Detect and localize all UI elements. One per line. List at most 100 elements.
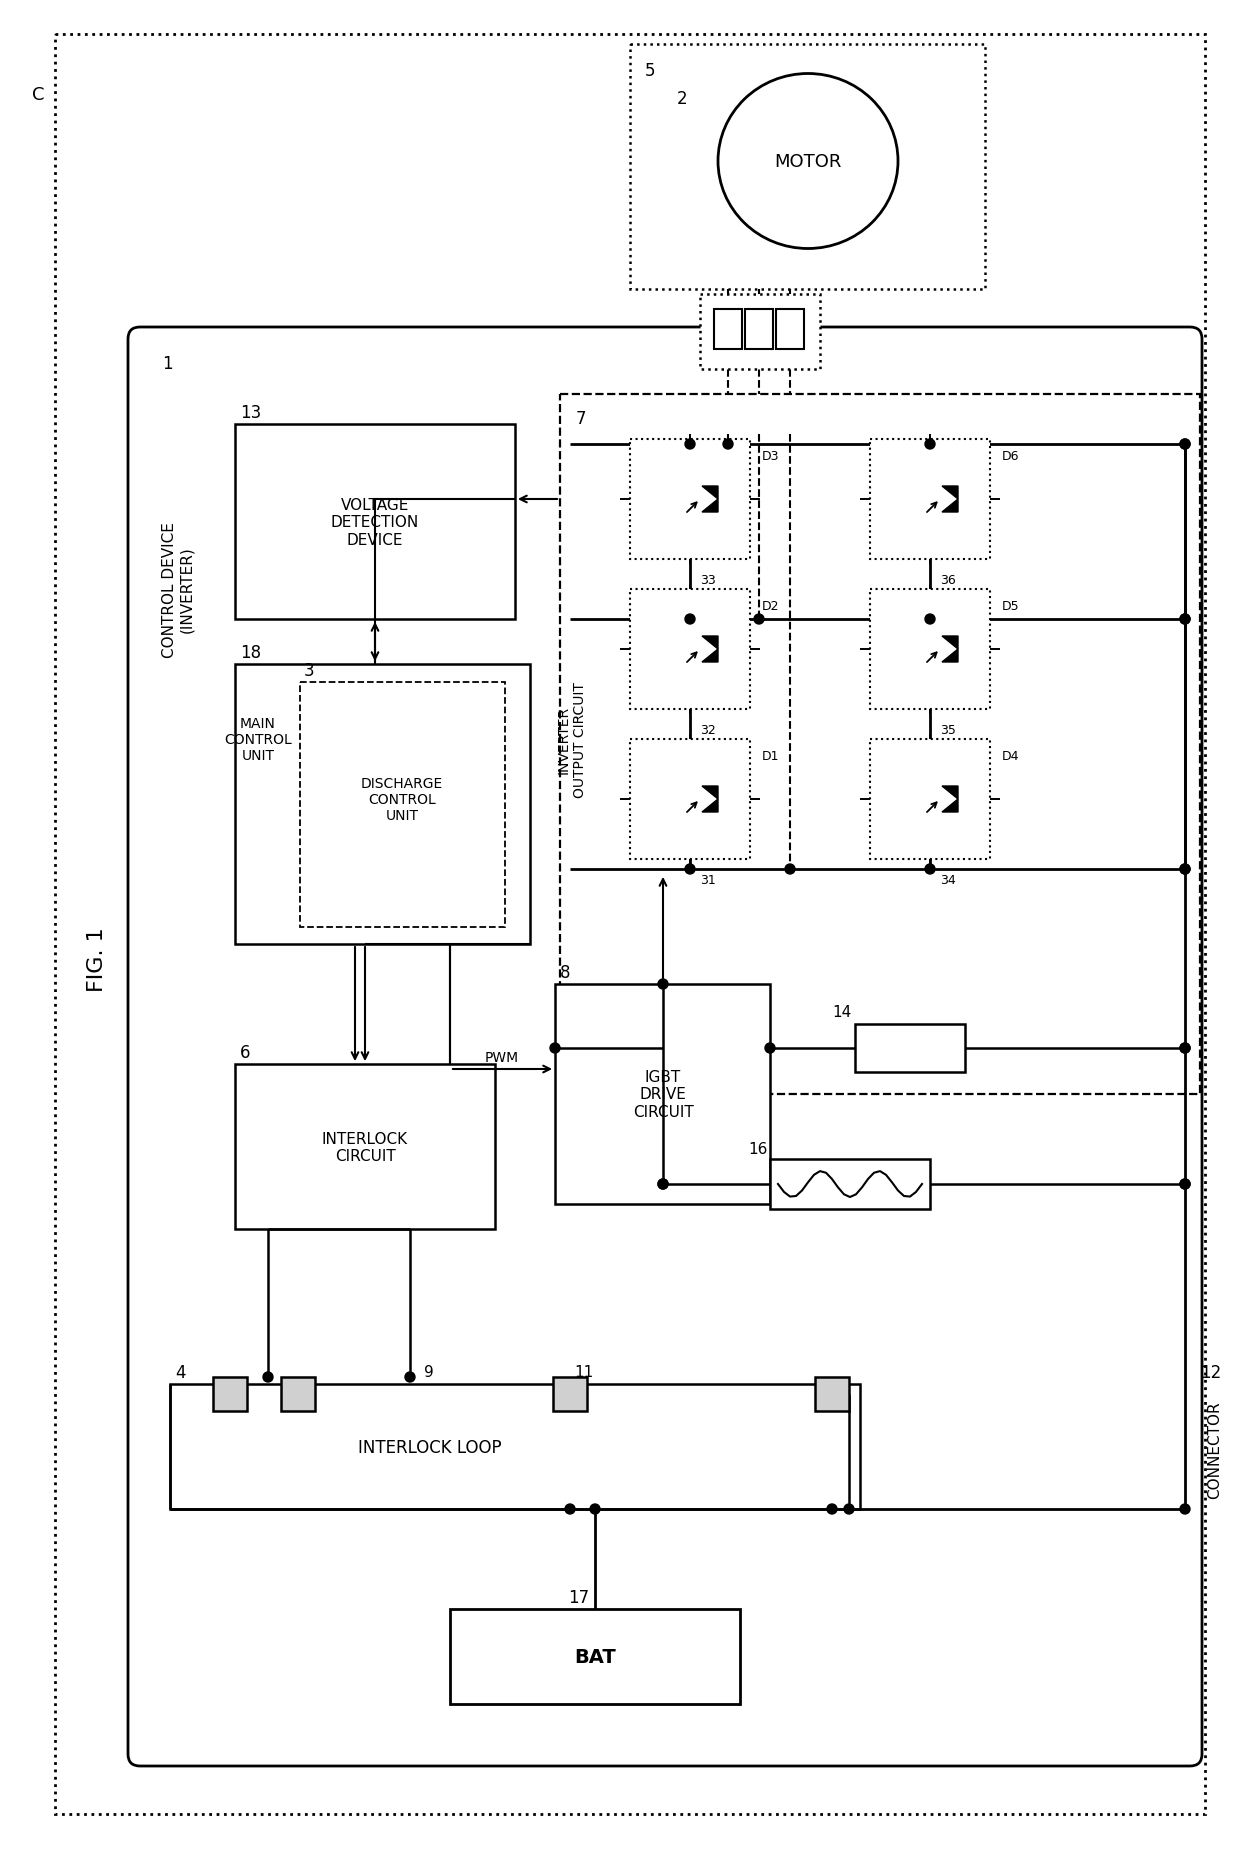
Circle shape (684, 614, 694, 625)
Text: D1: D1 (763, 749, 780, 762)
Text: 5: 5 (645, 61, 656, 80)
Bar (701, 295, 820, 369)
Bar (236, 1065, 495, 1230)
Circle shape (1180, 440, 1190, 449)
Text: D3: D3 (763, 449, 780, 462)
Text: VOLTAGE
DETECTION
DEVICE: VOLTAGE DETECTION DEVICE (331, 497, 419, 547)
Text: D2: D2 (763, 599, 780, 612)
Bar (236, 664, 529, 944)
Bar (281, 1376, 315, 1412)
Text: CONTROL DEVICE
(INVERTER): CONTROL DEVICE (INVERTER) (161, 521, 195, 657)
Bar (870, 590, 990, 710)
Text: 31: 31 (701, 874, 715, 887)
Text: 12: 12 (1200, 1363, 1221, 1382)
Polygon shape (702, 499, 718, 512)
Text: 13: 13 (241, 404, 262, 421)
FancyBboxPatch shape (128, 328, 1202, 1766)
Circle shape (551, 1043, 560, 1054)
Ellipse shape (718, 74, 898, 249)
Text: FIG. 1: FIG. 1 (87, 928, 107, 992)
Bar (170, 1384, 861, 1510)
Circle shape (925, 614, 935, 625)
Text: 33: 33 (701, 573, 715, 586)
Text: D5: D5 (1002, 599, 1019, 612)
Text: MAIN
CONTROL
UNIT: MAIN CONTROL UNIT (224, 716, 291, 762)
Circle shape (590, 1504, 600, 1514)
Circle shape (1180, 1043, 1190, 1054)
Bar (745, 310, 773, 351)
Polygon shape (942, 800, 959, 812)
Circle shape (1180, 440, 1190, 449)
Bar (870, 740, 990, 859)
Circle shape (925, 440, 935, 449)
Polygon shape (702, 636, 718, 649)
Text: 4: 4 (175, 1363, 186, 1382)
Circle shape (723, 440, 733, 449)
Polygon shape (702, 787, 718, 800)
Text: DISCHARGE
CONTROL
UNIT: DISCHARGE CONTROL UNIT (361, 777, 443, 824)
Polygon shape (702, 800, 718, 812)
Circle shape (1180, 864, 1190, 874)
Circle shape (785, 864, 795, 874)
Circle shape (263, 1373, 273, 1382)
Polygon shape (702, 649, 718, 662)
Bar (770, 1159, 930, 1209)
Text: 18: 18 (241, 644, 262, 662)
Text: 36: 36 (940, 573, 956, 586)
Circle shape (565, 1504, 575, 1514)
Text: 11: 11 (574, 1363, 593, 1380)
Circle shape (1180, 864, 1190, 874)
Text: 17: 17 (568, 1588, 589, 1606)
Text: BAT: BAT (574, 1647, 616, 1666)
Text: 32: 32 (701, 723, 715, 736)
Bar (450, 1608, 740, 1705)
Text: 3: 3 (304, 662, 315, 679)
Bar (776, 310, 804, 351)
Text: INTERLOCK LOOP: INTERLOCK LOOP (358, 1438, 502, 1456)
Polygon shape (942, 499, 959, 512)
Text: 8: 8 (560, 963, 570, 981)
Text: C: C (32, 85, 45, 104)
Circle shape (658, 1180, 668, 1189)
Text: CONNECTOR: CONNECTOR (1208, 1401, 1223, 1499)
Text: 34: 34 (940, 874, 956, 887)
Text: 9: 9 (424, 1363, 434, 1380)
Bar (213, 1376, 247, 1412)
Circle shape (765, 1043, 775, 1054)
Text: 2: 2 (677, 89, 688, 108)
Circle shape (1180, 614, 1190, 625)
Bar (870, 440, 990, 560)
Text: 16: 16 (749, 1141, 768, 1156)
Circle shape (925, 864, 935, 874)
Circle shape (1180, 1504, 1190, 1514)
Bar (560, 395, 1200, 1094)
Bar (553, 1376, 587, 1412)
Text: 14: 14 (833, 1004, 852, 1020)
Circle shape (405, 1373, 415, 1382)
Text: 7: 7 (577, 410, 587, 429)
Circle shape (754, 614, 764, 625)
Text: INTERLOCK
CIRCUIT: INTERLOCK CIRCUIT (322, 1132, 408, 1163)
Bar (300, 683, 505, 928)
Text: IGBT
DRIVE
CIRCUIT: IGBT DRIVE CIRCUIT (632, 1070, 693, 1119)
Bar (815, 1376, 849, 1412)
Polygon shape (942, 486, 959, 499)
Circle shape (1180, 1180, 1190, 1189)
Bar (856, 1024, 965, 1072)
Circle shape (684, 864, 694, 874)
Bar (630, 440, 750, 560)
Bar (630, 740, 750, 859)
Polygon shape (942, 636, 959, 649)
Text: PWM: PWM (485, 1050, 520, 1065)
Text: 6: 6 (241, 1043, 250, 1061)
Text: D4: D4 (1002, 749, 1019, 762)
Circle shape (844, 1504, 854, 1514)
Bar (630, 45, 985, 289)
Bar (630, 590, 750, 710)
Text: INVERTER
OUTPUT CIRCUIT: INVERTER OUTPUT CIRCUIT (557, 681, 587, 798)
Bar (556, 985, 770, 1204)
Circle shape (1180, 614, 1190, 625)
Circle shape (1180, 1180, 1190, 1189)
Text: MOTOR: MOTOR (774, 152, 842, 171)
Circle shape (1180, 1043, 1190, 1054)
